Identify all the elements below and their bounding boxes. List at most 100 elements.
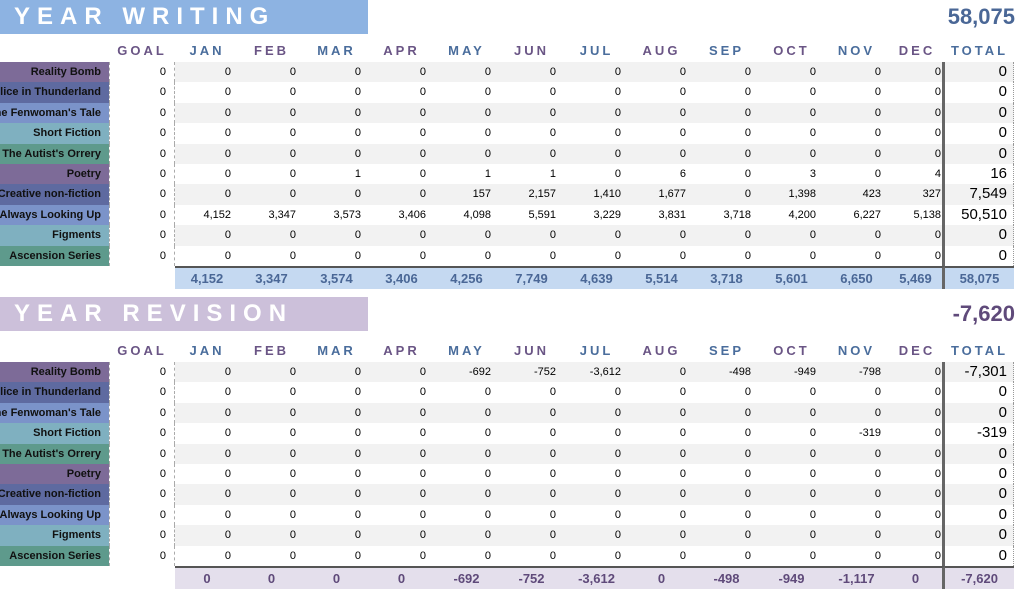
month-cell-mar[interactable]: 0 <box>354 427 361 440</box>
month-cell-may[interactable]: 0 <box>434 443 499 464</box>
month-cell-apr[interactable]: 0 <box>369 102 434 124</box>
month-cell-may[interactable]: 0 <box>484 86 491 99</box>
month-cell-dec[interactable]: 5,138 <box>889 204 945 226</box>
month-cell-mar[interactable]: 0 <box>304 225 369 246</box>
month-cell-feb[interactable]: 0 <box>289 386 296 399</box>
month-cell-may[interactable]: 0 <box>434 525 499 546</box>
month-cell-jun[interactable]: 1 <box>549 167 556 180</box>
month-cell-jan[interactable]: 0 <box>224 549 231 562</box>
goal-cell[interactable]: 0 <box>109 484 175 505</box>
month-cell-jun[interactable]: 0 <box>499 143 564 164</box>
month-cell-jul[interactable]: 0 <box>564 484 629 505</box>
month-cell-feb[interactable]: 0 <box>289 86 296 99</box>
month-cell-oct[interactable]: -949 <box>759 362 824 383</box>
month-cell-aug[interactable]: 0 <box>679 508 686 521</box>
month-cell-dec[interactable]: 0 <box>889 484 945 505</box>
month-cell-jul[interactable]: 0 <box>614 508 621 521</box>
month-cell-dec[interactable]: 0 <box>889 463 945 485</box>
month-cell-aug[interactable]: 0 <box>679 427 686 440</box>
month-cell-dec[interactable]: 327 <box>889 184 945 205</box>
month-cell-jul[interactable]: 0 <box>614 549 621 562</box>
month-cell-sep[interactable]: 0 <box>694 62 759 83</box>
month-cell-aug[interactable]: 0 <box>679 127 686 140</box>
month-cell-feb[interactable]: 0 <box>239 184 304 205</box>
month-cell-jan[interactable]: 0 <box>175 184 239 205</box>
month-cell-jul[interactable]: 0 <box>614 167 621 180</box>
month-cell-dec[interactable]: 0 <box>889 545 945 566</box>
goal-cell[interactable]: 0 <box>109 204 175 226</box>
month-cell-jun[interactable]: 0 <box>549 427 556 440</box>
month-cell-dec[interactable]: 0 <box>889 504 945 526</box>
month-cell-feb[interactable]: 0 <box>289 249 296 262</box>
month-cell-jul[interactable]: 1,410 <box>564 184 629 205</box>
month-cell-jul[interactable]: 0 <box>564 402 629 424</box>
month-cell-oct[interactable]: 0 <box>809 127 816 140</box>
month-cell-feb[interactable]: 0 <box>289 508 296 521</box>
month-cell-feb[interactable]: 0 <box>239 102 304 124</box>
month-cell-dec[interactable]: 4 <box>889 163 945 185</box>
month-cell-aug[interactable]: 0 <box>679 549 686 562</box>
month-cell-aug[interactable]: 0 <box>679 386 686 399</box>
month-cell-sep[interactable]: 0 <box>744 386 751 399</box>
month-cell-jul[interactable]: 0 <box>614 467 621 480</box>
month-cell-feb[interactable]: 0 <box>239 525 304 546</box>
month-cell-oct[interactable]: 0 <box>759 143 824 164</box>
month-cell-mar[interactable]: 0 <box>304 362 369 383</box>
month-cell-aug[interactable]: 0 <box>629 525 694 546</box>
month-cell-aug[interactable]: 0 <box>629 484 694 505</box>
month-cell-feb[interactable]: 0 <box>289 427 296 440</box>
month-cell-dec[interactable]: 0 <box>889 443 945 464</box>
month-cell-sep[interactable]: 0 <box>744 549 751 562</box>
month-cell-apr[interactable]: 0 <box>419 549 426 562</box>
month-cell-jun[interactable]: 0 <box>499 102 564 124</box>
month-cell-oct[interactable]: 0 <box>809 549 816 562</box>
goal-cell[interactable]: 0 <box>109 163 175 185</box>
month-cell-jan[interactable]: 0 <box>224 467 231 480</box>
month-cell-mar[interactable]: 0 <box>354 508 361 521</box>
month-cell-feb[interactable]: 0 <box>239 225 304 246</box>
month-cell-nov[interactable]: 0 <box>874 249 881 262</box>
month-cell-feb[interactable]: 0 <box>239 443 304 464</box>
month-cell-nov[interactable]: 0 <box>824 62 889 83</box>
month-cell-mar[interactable]: 1 <box>354 167 361 180</box>
month-cell-oct[interactable]: 0 <box>759 443 824 464</box>
month-cell-mar[interactable]: 0 <box>354 249 361 262</box>
month-cell-dec[interactable]: 0 <box>889 143 945 164</box>
month-cell-may[interactable]: 0 <box>434 62 499 83</box>
month-cell-jun[interactable]: 0 <box>499 62 564 83</box>
month-cell-jun[interactable]: 0 <box>499 525 564 546</box>
month-cell-may[interactable]: 0 <box>434 402 499 424</box>
month-cell-sep[interactable]: 0 <box>694 402 759 424</box>
month-cell-apr[interactable]: 0 <box>419 249 426 262</box>
month-cell-sep[interactable]: 0 <box>694 443 759 464</box>
month-cell-nov[interactable]: 0 <box>874 386 881 399</box>
goal-cell[interactable]: 0 <box>109 62 175 83</box>
month-cell-nov[interactable]: 0 <box>874 467 881 480</box>
month-cell-dec[interactable]: 0 <box>889 225 945 246</box>
month-cell-jun[interactable]: 0 <box>549 127 556 140</box>
month-cell-jun[interactable]: -752 <box>499 362 564 383</box>
month-cell-dec[interactable]: 0 <box>889 402 945 424</box>
month-cell-mar[interactable]: 0 <box>304 143 369 164</box>
month-cell-sep[interactable]: 0 <box>744 249 751 262</box>
month-cell-jun[interactable]: 5,591 <box>528 208 556 221</box>
month-cell-oct[interactable]: 0 <box>759 225 824 246</box>
month-cell-feb[interactable]: 0 <box>239 484 304 505</box>
month-cell-dec[interactable]: 0 <box>889 362 945 383</box>
goal-cell[interactable]: 0 <box>109 423 175 444</box>
month-cell-may[interactable]: 4,098 <box>463 208 491 221</box>
month-cell-may[interactable]: 0 <box>434 484 499 505</box>
goal-cell[interactable]: 0 <box>109 402 175 424</box>
month-cell-aug[interactable]: 0 <box>629 62 694 83</box>
month-cell-feb[interactable]: 3,347 <box>268 208 296 221</box>
month-cell-jan[interactable]: 0 <box>224 249 231 262</box>
month-cell-nov[interactable]: 0 <box>824 402 889 424</box>
month-cell-jan[interactable]: 0 <box>175 225 239 246</box>
month-cell-nov[interactable]: 0 <box>824 443 889 464</box>
month-cell-jun[interactable]: 0 <box>499 225 564 246</box>
month-cell-feb[interactable]: 0 <box>289 127 296 140</box>
month-cell-jan[interactable]: 0 <box>224 427 231 440</box>
month-cell-jun[interactable]: 0 <box>549 467 556 480</box>
month-cell-mar[interactable]: 3,573 <box>333 208 361 221</box>
month-cell-mar[interactable]: 0 <box>354 86 361 99</box>
